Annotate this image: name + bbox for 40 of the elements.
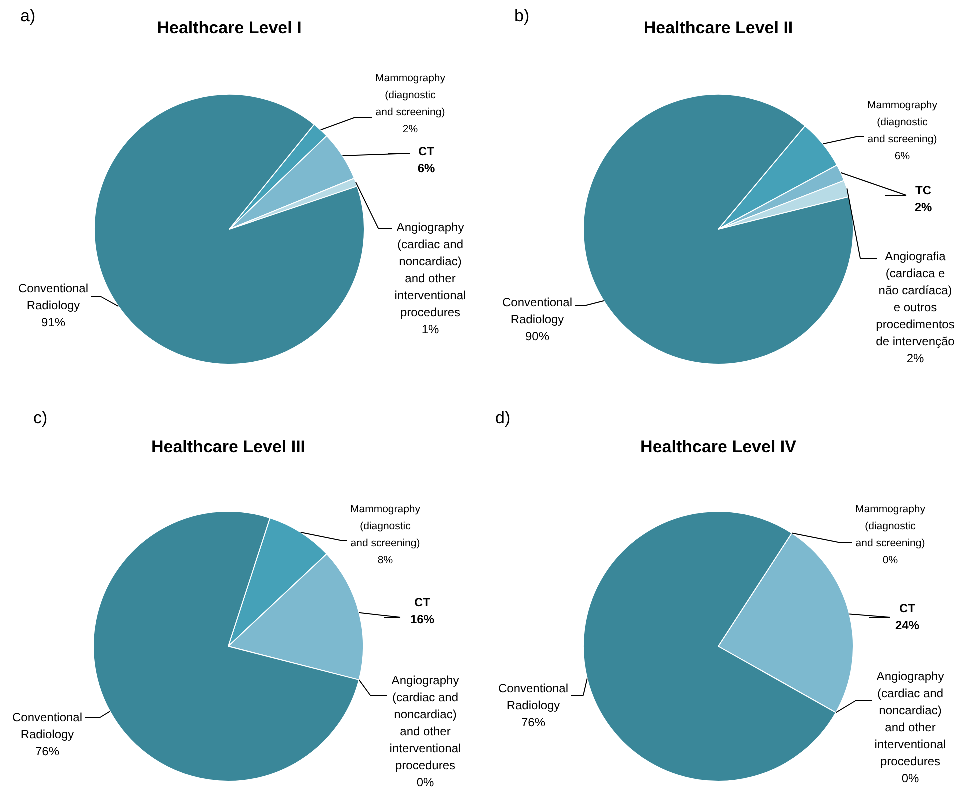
slice-label: Mammography (diagnostic and screening) <box>867 100 938 146</box>
data-label: 2% <box>906 352 924 366</box>
legend-label: Angiography (cardiac and noncardiac) and other interventional procedures <box>390 674 462 772</box>
slice-label: Mammography (diagnostic and screening) <box>375 72 446 118</box>
slice-label: Angiografia (cardiaca e não cardíaca) e outros procedimentos de intervenção <box>876 250 956 348</box>
data-label: 6% <box>894 150 910 162</box>
category-label: Angiography (cardiac and noncardiac) and other interventional procedures <box>874 670 946 768</box>
chart-title: Healthcare Level III <box>151 438 306 456</box>
slice-label: Conventional Radiology <box>502 296 573 326</box>
text: 0% <box>416 776 434 790</box>
text: 0% <box>882 554 898 566</box>
slice-label: TC <box>916 184 932 198</box>
data-label: 1% <box>422 322 440 336</box>
slice-label: CT <box>900 602 916 616</box>
data-label: 24% <box>895 618 920 632</box>
data-label: 76% <box>35 744 60 758</box>
text: a) <box>20 6 36 26</box>
slice-label: Conventional Radiology <box>498 682 569 712</box>
slice-label: CT <box>418 144 436 158</box>
chart-title: Healthcare Level II <box>644 18 794 38</box>
slice-label: Conventional Radiology <box>18 282 89 312</box>
data-label: 16% <box>410 612 435 626</box>
chart-title: Healthcare Level I <box>157 18 302 38</box>
text: b) <box>514 6 530 26</box>
text: c) <box>34 408 48 428</box>
text: 0% <box>902 772 920 786</box>
category-label: Mammography (diagnostic and screening) <box>855 504 926 550</box>
slice-label: CT <box>414 596 432 610</box>
chart-title: Healthcare Level IV <box>640 438 798 456</box>
data-label: 2% <box>914 200 932 214</box>
data-label: 91% <box>41 316 66 330</box>
data-label: 2% <box>402 124 418 136</box>
data-label: 6% <box>418 162 436 176</box>
data-label: 90% <box>525 330 550 344</box>
slice-label: Angiography (cardiac and noncardiac) and other interventional procedures <box>394 220 466 320</box>
text: d) <box>496 408 511 428</box>
data-label: 8% <box>378 554 394 566</box>
slice-label: Mammography (diagnostic and screening) <box>350 504 422 550</box>
data-label: 76% <box>521 716 546 730</box>
slice-label: Conventional Radiology <box>12 710 83 742</box>
